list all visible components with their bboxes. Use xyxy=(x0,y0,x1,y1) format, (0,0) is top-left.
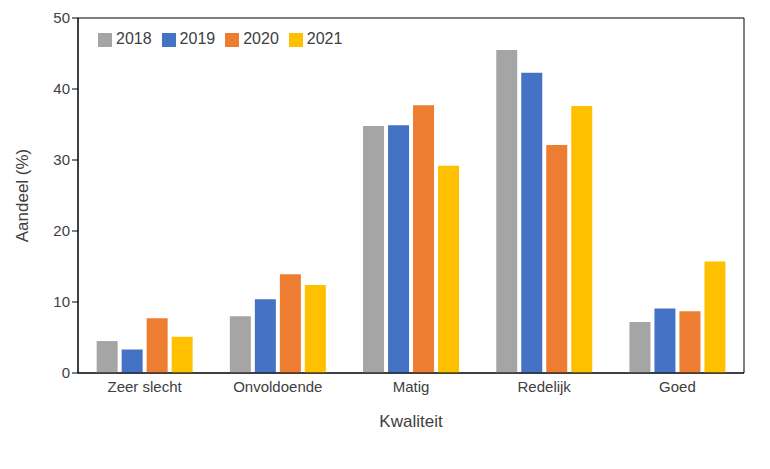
svg-text:0: 0 xyxy=(62,364,70,381)
html-text:2020: 2020 xyxy=(243,30,279,47)
svg-text:30: 30 xyxy=(53,151,70,168)
html-text:2021: 2021 xyxy=(306,30,343,47)
html-text:2019: 2019 xyxy=(179,30,216,47)
svg-text:40: 40 xyxy=(53,80,70,97)
svg-text:50: 50 xyxy=(53,9,70,26)
svg-text:Kwaliteit: Kwaliteit xyxy=(379,412,443,431)
html-text:2018: 2018 xyxy=(116,30,152,47)
svg-text:Matig: Matig xyxy=(393,378,430,395)
svg-text:Zeer slecht: Zeer slecht xyxy=(107,378,182,395)
svg-text:Aandeel (%): Aandeel (%) xyxy=(13,149,32,243)
svg-text:Onvoldoende: Onvoldoende xyxy=(233,378,322,395)
svg-text:10: 10 xyxy=(53,293,70,310)
svg-text:20: 20 xyxy=(53,222,70,239)
svg-text:Goed: Goed xyxy=(659,378,696,395)
svg-text:Redelijk: Redelijk xyxy=(518,378,572,395)
